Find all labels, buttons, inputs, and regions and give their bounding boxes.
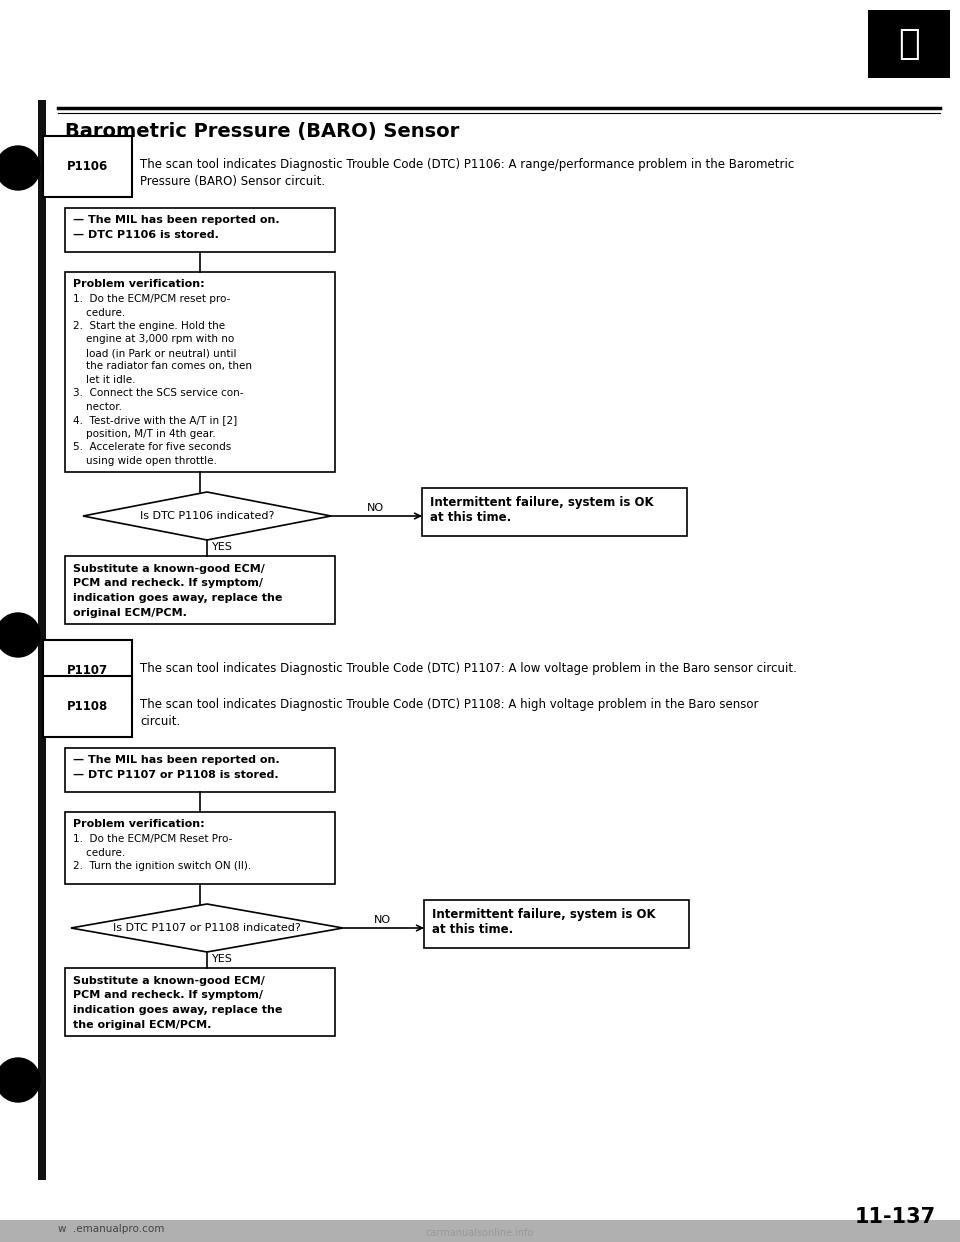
Text: Problem verification:: Problem verification:	[73, 279, 204, 289]
Bar	[424, 900, 689, 948]
Text: P1108: P1108	[67, 700, 108, 713]
Text: Intermittent failure, system is OK: Intermittent failure, system is OK	[430, 496, 654, 509]
Bar	[65, 207, 335, 252]
Text: using wide open throttle.: using wide open throttle.	[73, 456, 217, 466]
Text: P1106: P1106	[67, 160, 108, 173]
Polygon shape	[83, 492, 331, 540]
Text: 1.  Do the ECM/PCM Reset Pro-: 1. Do the ECM/PCM Reset Pro-	[73, 833, 232, 845]
Text: — DTC P1106 is stored.: — DTC P1106 is stored.	[73, 230, 219, 240]
Text: load (in Park or neutral) until: load (in Park or neutral) until	[73, 348, 236, 358]
Text: P1107: P1107	[67, 664, 108, 677]
Text: 3.  Connect the SCS service con-: 3. Connect the SCS service con-	[73, 389, 244, 399]
Text: at this time.: at this time.	[432, 923, 514, 936]
Text: The scan tool indicates Diagnostic Trouble Code (DTC) P1108: A high voltage prob: The scan tool indicates Diagnostic Troub…	[140, 698, 758, 728]
Text: the radiator fan comes on, then: the radiator fan comes on, then	[73, 361, 252, 371]
Text: w   .emanualpro.com: w .emanualpro.com	[58, 1225, 164, 1235]
Text: let it idle.: let it idle.	[73, 375, 135, 385]
Text: indication goes away, replace the: indication goes away, replace the	[73, 592, 282, 604]
Text: original ECM/PCM.: original ECM/PCM.	[73, 607, 187, 617]
Text: cedure.: cedure.	[73, 308, 125, 318]
Bar	[868, 10, 950, 78]
Text: Intermittent failure, system is OK: Intermittent failure, system is OK	[432, 908, 656, 922]
Text: Substitute a known-good ECM/: Substitute a known-good ECM/	[73, 976, 265, 986]
Text: PCM and recheck. If symptom/: PCM and recheck. If symptom/	[73, 579, 263, 589]
Circle shape	[0, 1058, 40, 1102]
Text: 2.  Start the engine. Hold the: 2. Start the engine. Hold the	[73, 320, 226, 332]
Text: cedure.: cedure.	[73, 847, 125, 857]
Text: PCM and recheck. If symptom/: PCM and recheck. If symptom/	[73, 991, 263, 1001]
Circle shape	[0, 147, 40, 190]
Text: Is DTC P1107 or P1108 indicated?: Is DTC P1107 or P1108 indicated?	[113, 923, 300, 933]
Text: Substitute a known-good ECM/: Substitute a known-good ECM/	[73, 564, 265, 574]
Text: NO: NO	[367, 503, 384, 513]
Text: the original ECM/PCM.: the original ECM/PCM.	[73, 1020, 211, 1030]
Bar	[0, 1220, 960, 1242]
Text: — DTC P1107 or P1108 is stored.: — DTC P1107 or P1108 is stored.	[73, 770, 278, 780]
Bar	[38, 101, 46, 1180]
Text: 11-137: 11-137	[854, 1207, 936, 1227]
Text: Problem verification:: Problem verification:	[73, 818, 204, 828]
Bar	[65, 812, 335, 884]
Bar	[422, 488, 687, 537]
Text: nector.: nector.	[73, 402, 122, 412]
Text: indication goes away, replace the: indication goes away, replace the	[73, 1005, 282, 1015]
Text: — The MIL has been reported on.: — The MIL has been reported on.	[73, 755, 279, 765]
Text: YES: YES	[212, 542, 233, 551]
Text: 1.  Do the ECM/PCM reset pro-: 1. Do the ECM/PCM reset pro-	[73, 294, 230, 304]
Polygon shape	[71, 904, 343, 953]
Text: YES: YES	[212, 954, 233, 964]
Text: 5.  Accelerate for five seconds: 5. Accelerate for five seconds	[73, 442, 231, 452]
Bar	[65, 556, 335, 623]
Text: 4.  Test-drive with the A/T in [2]: 4. Test-drive with the A/T in [2]	[73, 416, 237, 426]
Text: Barometric Pressure (BARO) Sensor: Barometric Pressure (BARO) Sensor	[65, 122, 459, 142]
Bar	[65, 272, 335, 472]
Bar	[65, 748, 335, 792]
Text: The scan tool indicates Diagnostic Trouble Code (DTC) P1107: A low voltage probl: The scan tool indicates Diagnostic Troub…	[140, 662, 797, 674]
Text: at this time.: at this time.	[430, 510, 512, 524]
Bar	[65, 968, 335, 1036]
Text: The scan tool indicates Diagnostic Trouble Code (DTC) P1106: A range/performance: The scan tool indicates Diagnostic Troub…	[140, 158, 794, 188]
Circle shape	[0, 614, 40, 657]
Text: engine at 3,000 rpm with no: engine at 3,000 rpm with no	[73, 334, 234, 344]
Text: 🔧: 🔧	[899, 27, 920, 61]
Text: NO: NO	[374, 915, 391, 925]
Text: carmanualsonline.info: carmanualsonline.info	[426, 1228, 534, 1238]
Text: position, M/T in 4th gear.: position, M/T in 4th gear.	[73, 428, 216, 438]
Text: — The MIL has been reported on.: — The MIL has been reported on.	[73, 215, 279, 225]
Text: 2.  Turn the ignition switch ON (II).: 2. Turn the ignition switch ON (II).	[73, 861, 252, 871]
Text: Is DTC P1106 indicated?: Is DTC P1106 indicated?	[140, 510, 275, 520]
